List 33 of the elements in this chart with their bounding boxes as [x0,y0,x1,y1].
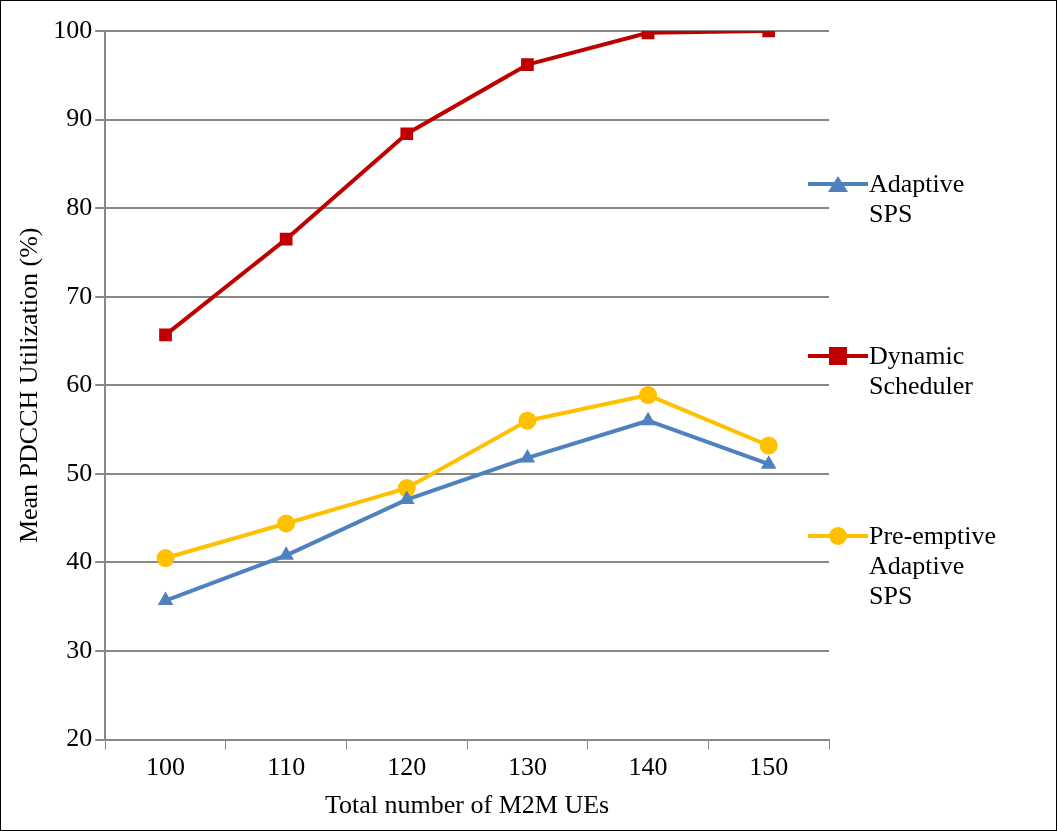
y-tick-label: 30 [66,634,93,664]
point [157,591,174,606]
x-tick-label: 110 [267,752,306,782]
point [521,58,534,72]
point [639,386,658,405]
legend-label: Dynamic Scheduler [869,341,974,401]
point [400,127,414,141]
point [278,546,294,560]
y-tick-label: 50 [66,457,93,487]
x-tick-label: 100 [146,752,186,782]
y-tick-label: 60 [66,369,93,399]
y-tick-label: 100 [53,14,93,44]
legend-label: Pre-emptive Adaptive SPS [869,521,998,611]
point [760,455,777,469]
point [277,514,296,533]
y-tick-label: 70 [66,280,93,310]
y-tick-label: 40 [66,546,93,576]
y-tick-label: 80 [66,191,93,221]
y-axis-title: Mean PDCCH Utilization (%) [14,227,44,544]
y-tick-label: 90 [66,103,93,133]
x-tick-label: 120 [387,752,427,782]
point [640,411,656,426]
x-axis-title: Total number of M2M UEs [325,790,610,820]
x-tick-label: 130 [507,752,547,782]
x-tick-label: 140 [628,752,668,782]
x-tick-label: 150 [749,752,789,782]
point [518,411,537,430]
point [759,436,778,455]
point [279,232,293,246]
point [159,328,172,342]
y-tick-label: 20 [66,723,93,753]
point [519,448,536,463]
legend-label: Adaptive SPS [869,169,966,229]
